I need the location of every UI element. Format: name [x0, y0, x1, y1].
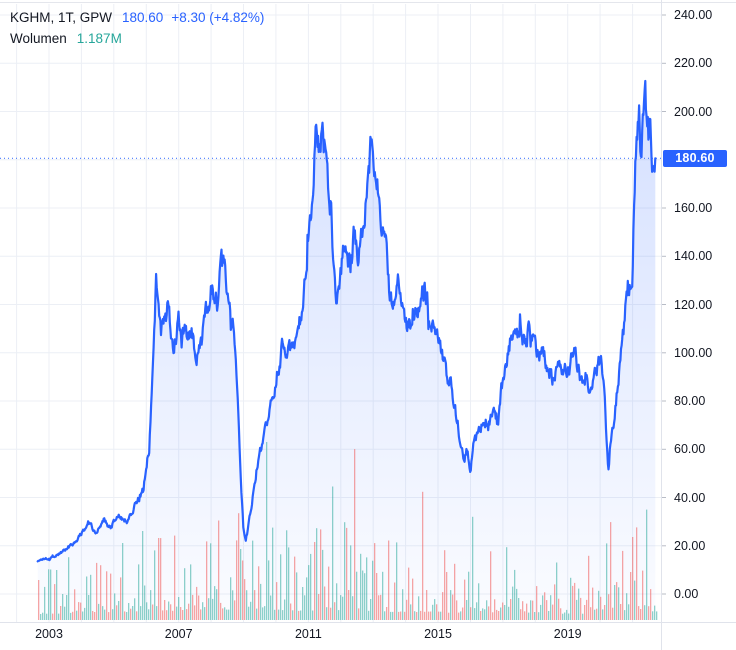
legend: KGHM, 1T, GPW 180.60 +8.30 (+4.82%) Wolu…	[10, 7, 264, 49]
area-fill	[37, 81, 656, 620]
time-axis-label: 2007	[164, 627, 193, 641]
price-axis-label: 160.00	[674, 201, 713, 215]
volume-bars	[38, 442, 658, 620]
price-axis-label: 140.00	[674, 249, 713, 264]
price-axis-label: 120.00	[674, 297, 713, 312]
time-axis-label: 2003	[35, 627, 63, 641]
price-axis-label: 60.00	[674, 442, 706, 457]
legend-symbol-row[interactable]: KGHM, 1T, GPW 180.60 +8.30 (+4.82%)	[10, 7, 264, 28]
legend-volume-row[interactable]: Wolumen 1.187M	[10, 28, 264, 49]
price-line	[36, 79, 657, 563]
volume-label: Wolumen	[10, 31, 67, 46]
time-axis-separator	[0, 622, 736, 623]
price-axis-label: 20.00	[674, 538, 706, 553]
price-axis-label: 80.00	[674, 394, 706, 408]
last-price-value: 180.60	[122, 10, 164, 25]
top-border	[0, 2, 736, 3]
symbol-title: KGHM, 1T, GPW	[10, 10, 113, 25]
time-axis-label: 2019	[553, 627, 582, 641]
price-axis-label: 0.00	[674, 587, 699, 601]
price-axis-label: 240.00	[674, 8, 713, 22]
price-axis-separator	[661, 0, 662, 650]
price-axis-label: 220.00	[674, 56, 713, 71]
time-axis-label: 2011	[294, 627, 322, 641]
last-price-badge-text: 180.60	[675, 151, 715, 166]
price-axis-label: 100.00	[674, 345, 713, 360]
price-axis-label: 200.00	[674, 104, 713, 119]
time-axis-label: 2015	[424, 627, 452, 641]
price-axis-label: 40.00	[674, 490, 706, 505]
last-price-badge: 180.60	[663, 149, 727, 167]
volume-value: 1.187M	[76, 31, 122, 46]
price-change-value: +8.30 (+4.82%)	[171, 10, 265, 25]
